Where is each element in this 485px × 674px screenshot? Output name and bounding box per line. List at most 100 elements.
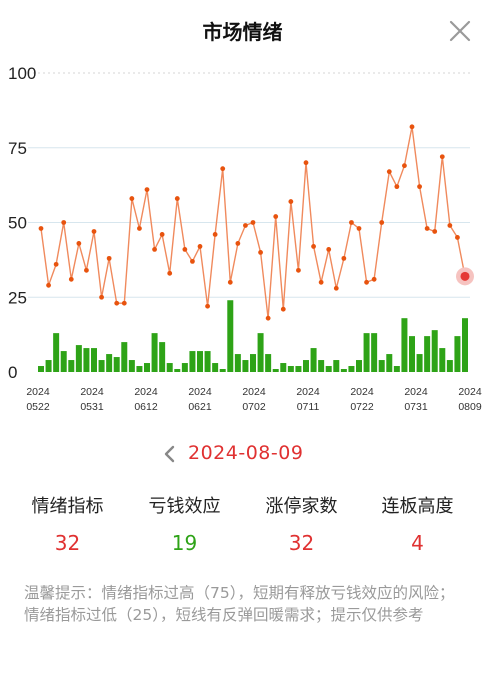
data-point	[303, 160, 309, 166]
x-tick-date: 0711	[297, 401, 320, 413]
data-point	[371, 276, 377, 282]
data-point	[273, 214, 279, 219]
data-point	[280, 306, 286, 312]
bar	[446, 360, 453, 372]
close-icon[interactable]	[447, 18, 473, 44]
bar	[121, 342, 128, 372]
x-tick-date: 0531	[80, 401, 104, 413]
bar	[128, 360, 135, 372]
data-point	[68, 276, 74, 282]
bar	[159, 342, 166, 372]
bar	[431, 330, 438, 372]
bar	[98, 360, 105, 372]
x-tick-date: 0731	[404, 401, 428, 413]
bar	[189, 351, 196, 372]
bar	[439, 348, 446, 372]
x-tick-year: 2024	[404, 386, 428, 398]
bar	[333, 360, 340, 372]
stat-label: 情绪指标	[31, 496, 104, 517]
data-point	[197, 244, 203, 249]
bar	[462, 318, 468, 372]
data-point	[386, 169, 392, 175]
tip-text: 温馨提示：情绪指标过高（75），短期有释放亏钱效应的风险；情绪指标过低（25），…	[24, 584, 455, 624]
bar	[310, 348, 317, 372]
data-point	[318, 279, 324, 285]
bar	[363, 333, 370, 372]
bar	[174, 369, 181, 372]
x-tick-year: 2024	[80, 386, 104, 398]
current-date[interactable]: 2024-08-09	[188, 442, 304, 464]
data-point	[409, 124, 415, 130]
bar	[325, 366, 332, 372]
bar	[106, 354, 113, 372]
data-point	[326, 247, 332, 252]
bar	[60, 351, 67, 372]
data-point	[220, 166, 226, 172]
stat-value: 32	[54, 531, 81, 555]
bar	[181, 363, 188, 372]
bar	[212, 363, 219, 372]
x-tick-year: 2024	[188, 386, 212, 398]
data-point	[106, 255, 112, 261]
bar	[234, 354, 241, 372]
x-tick-year: 2024	[242, 386, 266, 398]
bar	[151, 333, 158, 372]
bar	[378, 360, 385, 372]
data-point	[212, 232, 218, 237]
bar	[340, 369, 347, 372]
x-tick-year: 2024	[458, 386, 482, 398]
data-point	[288, 199, 294, 204]
bar	[416, 354, 423, 372]
data-point	[205, 303, 210, 309]
data-point	[424, 226, 430, 231]
bar	[242, 360, 249, 372]
data-point	[265, 315, 271, 321]
bar	[257, 333, 264, 372]
bar	[75, 345, 82, 372]
stat-loss-effect: 亏钱效应 19	[124, 492, 245, 555]
date-selector: 2024-08-09	[0, 440, 485, 470]
data-point	[38, 226, 44, 231]
data-point	[167, 270, 173, 276]
y-tick-label: 0	[8, 363, 17, 382]
x-tick-date: 0612	[134, 401, 158, 413]
data-point	[379, 220, 385, 225]
data-point	[159, 232, 165, 237]
bar	[38, 366, 44, 372]
page-title: 市场情绪	[202, 20, 283, 44]
y-tick-label: 25	[8, 288, 27, 307]
data-point	[61, 220, 67, 225]
bar	[356, 360, 362, 372]
bar	[45, 360, 52, 372]
data-point	[182, 247, 188, 252]
data-point	[114, 300, 120, 306]
data-point	[129, 196, 135, 201]
stat-label: 亏钱效应	[148, 496, 221, 517]
data-point	[432, 229, 438, 234]
data-point	[99, 294, 104, 300]
bar	[280, 363, 287, 372]
bar	[287, 366, 294, 372]
data-point	[447, 223, 453, 228]
data-point	[250, 220, 256, 225]
x-tick-date: 0722	[350, 401, 374, 413]
stat-label: 连板高度	[381, 496, 454, 517]
stat-value: 19	[171, 531, 198, 555]
bar	[454, 336, 461, 372]
stat-label: 涨停家数	[265, 496, 338, 517]
bar	[272, 369, 279, 372]
data-point	[84, 267, 89, 273]
bar	[91, 348, 97, 372]
bar	[348, 366, 355, 372]
bar	[265, 354, 272, 372]
bar	[83, 348, 90, 372]
chevron-left-icon[interactable]	[160, 442, 180, 466]
data-point	[356, 226, 362, 231]
x-tick-date: 0522	[26, 401, 50, 413]
bar	[401, 318, 408, 372]
bar	[393, 366, 400, 372]
sentiment-chart: 100 75 50 25 0 2024 0522 2024 0531 2024 0612 2024 06…	[8, 64, 482, 413]
data-point	[243, 223, 248, 228]
x-tick-year: 2024	[350, 386, 374, 398]
stat-sentiment-index: 情绪指标 32	[7, 492, 128, 555]
